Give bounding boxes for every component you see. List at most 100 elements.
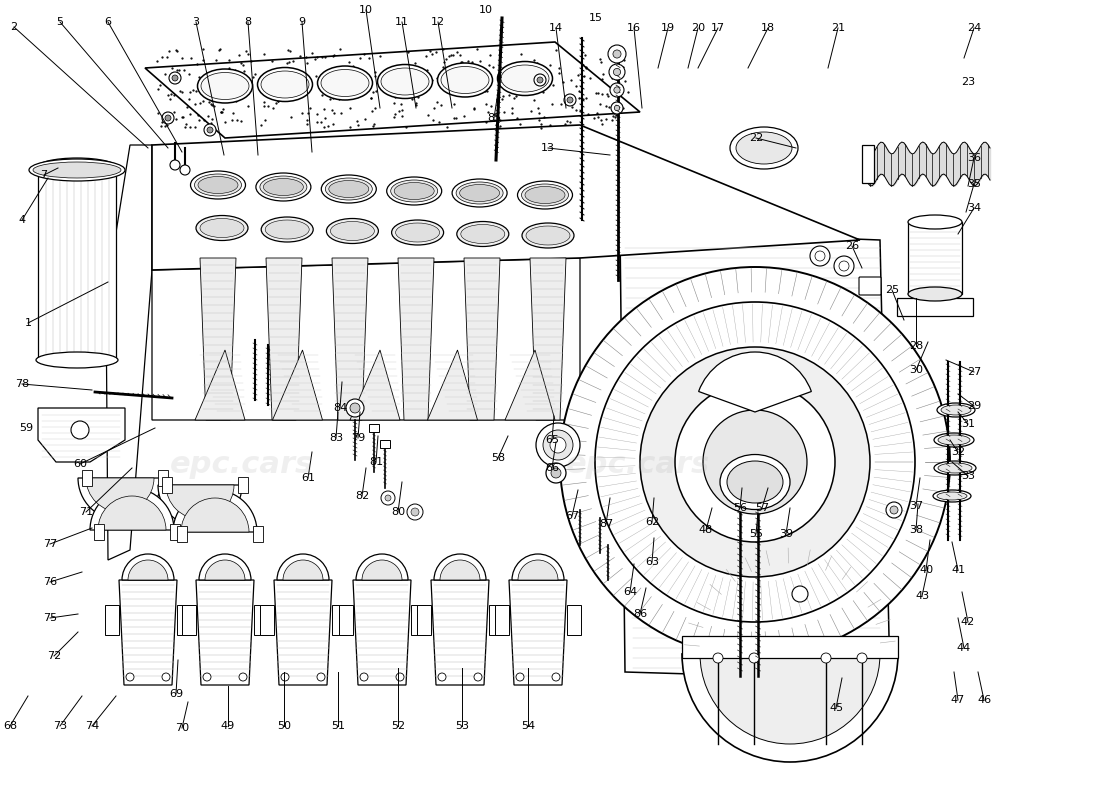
Text: 58: 58 (491, 453, 505, 463)
Text: 17: 17 (711, 23, 725, 33)
Text: 28: 28 (909, 341, 923, 351)
Text: 41: 41 (950, 565, 965, 575)
Text: 87: 87 (598, 519, 613, 529)
Ellipse shape (200, 218, 244, 238)
Ellipse shape (396, 223, 440, 242)
Ellipse shape (736, 132, 792, 164)
Ellipse shape (441, 66, 490, 94)
Polygon shape (196, 580, 254, 685)
Ellipse shape (29, 159, 125, 181)
Text: 7: 7 (41, 170, 47, 180)
Polygon shape (464, 258, 500, 420)
Text: 69: 69 (169, 689, 183, 699)
Ellipse shape (330, 222, 374, 241)
Polygon shape (254, 605, 268, 635)
FancyBboxPatch shape (859, 277, 881, 295)
Wedge shape (277, 554, 329, 580)
Ellipse shape (394, 182, 435, 199)
Circle shape (608, 45, 626, 63)
Ellipse shape (730, 127, 798, 169)
Text: 38: 38 (909, 525, 923, 535)
Polygon shape (332, 258, 368, 420)
Circle shape (815, 251, 825, 261)
Text: 15: 15 (588, 13, 603, 23)
Polygon shape (411, 605, 425, 635)
Text: 16: 16 (627, 23, 641, 33)
Wedge shape (700, 654, 880, 744)
Text: 53: 53 (455, 721, 469, 731)
Ellipse shape (940, 405, 971, 415)
Circle shape (207, 127, 213, 133)
Polygon shape (182, 605, 196, 635)
Ellipse shape (260, 176, 307, 198)
Text: 83: 83 (329, 433, 343, 443)
Circle shape (551, 468, 561, 478)
Text: 1: 1 (24, 318, 32, 328)
Circle shape (857, 653, 867, 663)
Ellipse shape (327, 218, 378, 243)
Text: 19: 19 (661, 23, 675, 33)
Ellipse shape (321, 70, 368, 97)
Polygon shape (332, 605, 346, 635)
Ellipse shape (201, 73, 249, 99)
Polygon shape (495, 605, 509, 635)
Ellipse shape (933, 490, 971, 502)
Wedge shape (434, 554, 486, 580)
Text: 49: 49 (221, 721, 235, 731)
Wedge shape (199, 554, 251, 580)
Text: 52: 52 (390, 721, 405, 731)
Circle shape (890, 506, 898, 514)
Circle shape (438, 673, 446, 681)
Text: 59: 59 (19, 423, 33, 433)
Ellipse shape (261, 71, 309, 98)
Text: 56: 56 (733, 503, 747, 513)
Polygon shape (428, 350, 477, 420)
Circle shape (239, 673, 248, 681)
Text: 70: 70 (175, 723, 189, 733)
Text: 20: 20 (691, 23, 705, 33)
Polygon shape (119, 580, 177, 685)
Text: 18: 18 (761, 23, 776, 33)
Ellipse shape (438, 63, 493, 97)
Circle shape (411, 508, 419, 516)
Text: 34: 34 (967, 203, 981, 213)
Text: 2: 2 (10, 22, 18, 32)
Text: 25: 25 (884, 285, 899, 295)
Bar (862, 145, 874, 183)
Polygon shape (260, 605, 274, 635)
Ellipse shape (500, 65, 549, 92)
Text: 32: 32 (950, 447, 965, 457)
Bar (682, 636, 898, 658)
Text: 44: 44 (957, 643, 971, 653)
Circle shape (839, 261, 849, 271)
Circle shape (170, 160, 180, 170)
Text: 61: 61 (301, 473, 315, 483)
Text: 26: 26 (845, 241, 859, 251)
Wedge shape (356, 554, 408, 580)
Ellipse shape (525, 186, 565, 203)
Circle shape (749, 653, 759, 663)
Polygon shape (152, 125, 860, 270)
Text: 66: 66 (544, 463, 559, 473)
Text: 3: 3 (192, 17, 199, 27)
Polygon shape (353, 580, 411, 685)
Ellipse shape (937, 492, 967, 500)
Circle shape (821, 653, 830, 663)
FancyBboxPatch shape (368, 424, 379, 432)
Circle shape (350, 403, 360, 413)
Circle shape (162, 673, 170, 681)
Text: 75: 75 (43, 613, 57, 623)
Ellipse shape (937, 403, 975, 417)
Bar (896, 298, 974, 316)
Circle shape (543, 430, 573, 460)
Ellipse shape (318, 66, 373, 100)
Polygon shape (490, 605, 503, 635)
Bar (162, 477, 172, 493)
Text: 39: 39 (779, 529, 793, 539)
Circle shape (346, 399, 364, 417)
Circle shape (474, 673, 482, 681)
Wedge shape (283, 560, 323, 580)
Text: 33: 33 (961, 471, 975, 481)
Circle shape (675, 382, 835, 542)
Ellipse shape (461, 225, 505, 243)
